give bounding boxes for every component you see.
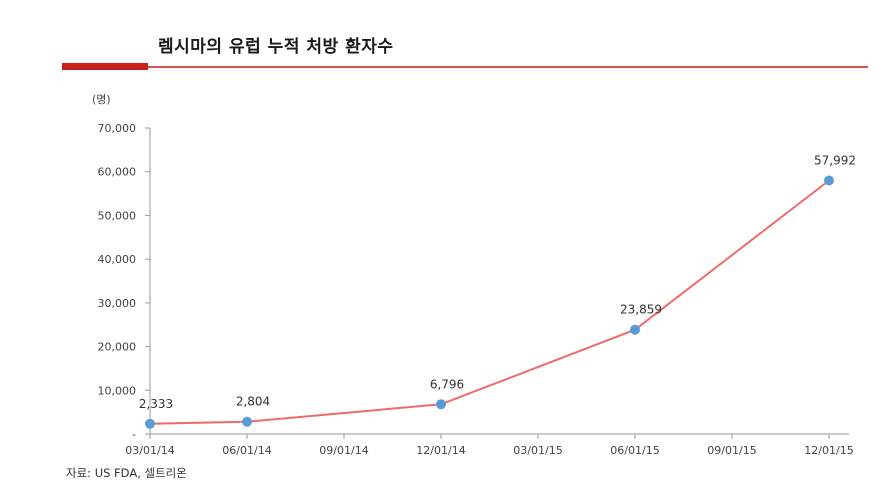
chart-title: 렘시마의 유럽 누적 처방 환자수 [158, 37, 394, 57]
y-unit-label: (명) [92, 93, 111, 106]
data-point [242, 416, 252, 427]
data-label: 57,992 [814, 153, 856, 167]
data-label: 6,796 [430, 377, 464, 391]
y-tick-label: 10,000 [98, 384, 137, 397]
series-markers [145, 175, 834, 429]
x-tick-label: 09/01/15 [707, 444, 756, 457]
data-labels: 2,333 2,804 6,796 23,859 57,992 [139, 153, 856, 410]
data-point [145, 418, 155, 429]
data-label: 2,333 [139, 397, 173, 411]
x-tick-label: 12/01/15 [804, 444, 853, 457]
y-tick-label: 30,000 [98, 297, 137, 310]
data-label: 2,804 [236, 395, 270, 409]
y-tick-label: - [132, 428, 136, 441]
x-tick-label: 03/01/14 [125, 444, 174, 457]
axes [145, 127, 849, 439]
title-rule-accent [62, 63, 148, 70]
x-tick-label: 06/01/15 [610, 444, 659, 457]
data-point [630, 324, 640, 335]
y-tick-label: 70,000 [98, 122, 137, 135]
x-tick-labels: 03/01/14 06/01/14 09/01/14 12/01/14 03/01/15… [125, 444, 853, 457]
series-line [149, 179, 830, 425]
x-tick-label: 12/01/14 [416, 444, 465, 457]
y-tick-label: 20,000 [98, 341, 137, 354]
data-point [436, 399, 446, 410]
y-tick-labels: - 10,000 20,000 30,000 40,000 50,000 60,000 70,… [98, 122, 137, 441]
x-tick-label: 06/01/14 [222, 444, 271, 457]
series-path [149, 179, 830, 425]
y-tick-label: 60,000 [98, 166, 137, 179]
title-rule [62, 66, 868, 68]
source-note: 자료: US FDA, 셀트리온 [66, 466, 187, 480]
y-tick-label: 40,000 [98, 253, 137, 266]
x-tick-label: 09/01/14 [319, 444, 368, 457]
y-tick-label: 50,000 [98, 209, 137, 222]
data-label: 23,859 [620, 303, 662, 317]
x-tick-label: 03/01/15 [513, 444, 562, 457]
data-point [824, 175, 834, 186]
